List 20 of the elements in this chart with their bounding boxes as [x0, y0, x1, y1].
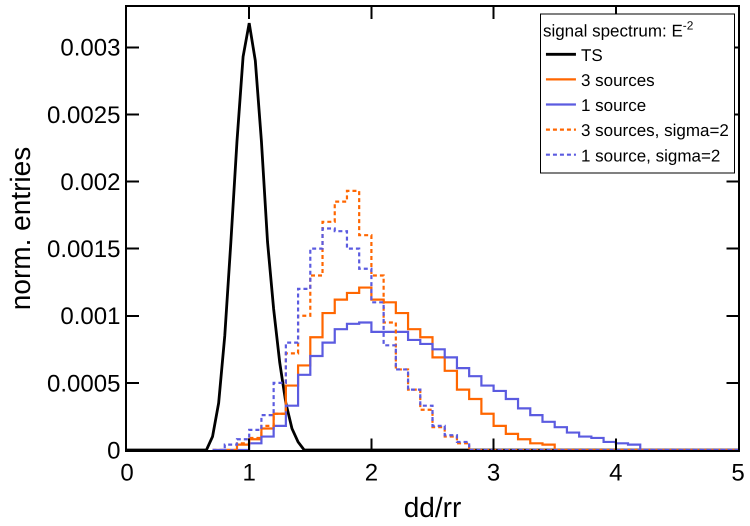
y-tick-label: 0.0015 [47, 236, 120, 264]
legend-label: 3 sources [580, 71, 655, 90]
y-tick-label: 0.002 [60, 168, 120, 196]
legend-label: 3 sources, sigma=2 [580, 121, 729, 140]
x-axis-title: dd/rr [404, 492, 462, 524]
legend-label: TS [580, 46, 603, 65]
y-tick-label: 0.0005 [47, 370, 120, 398]
y-tick-label: 0.0025 [47, 102, 120, 129]
y-tick-label: 0.001 [60, 303, 120, 330]
x-tick-label: 5 [731, 460, 745, 487]
y-tick-label: 0 [107, 437, 120, 464]
x-tick-label: 3 [486, 460, 500, 487]
legend-label: 1 source [580, 96, 646, 116]
x-tick-label: 1 [242, 460, 256, 487]
y-axis-title: norm. entries [5, 146, 36, 310]
legend-label: 1 source, sigma=2 [580, 146, 720, 166]
x-tick-label: 2 [364, 460, 378, 487]
legend-title: signal spectrum: E$^{-2}$ [542, 18, 694, 41]
x-tick-label: 4 [609, 460, 622, 487]
y-tick-label: 0.003 [60, 34, 120, 62]
